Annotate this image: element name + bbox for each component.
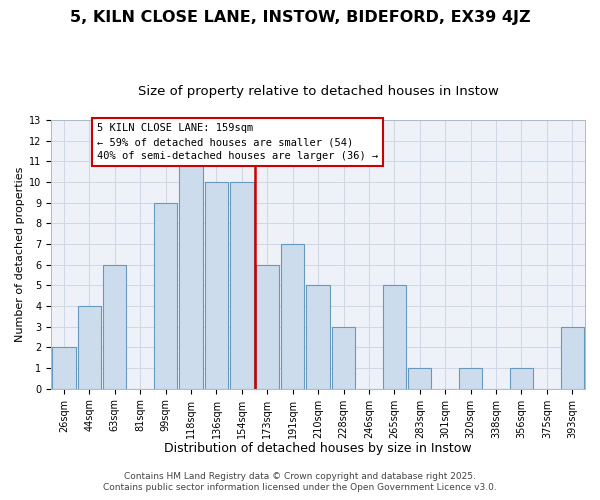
Bar (332, 326, 355, 388)
Bar (77, 306, 101, 388)
Bar (154, 202, 178, 388)
Bar (510, 368, 533, 388)
Y-axis label: Number of detached properties: Number of detached properties (15, 166, 25, 342)
Bar (179, 162, 203, 388)
Bar (459, 368, 482, 388)
Text: Contains HM Land Registry data © Crown copyright and database right 2025.
Contai: Contains HM Land Registry data © Crown c… (103, 472, 497, 492)
Text: 5 KILN CLOSE LANE: 159sqm
← 59% of detached houses are smaller (54)
40% of semi-: 5 KILN CLOSE LANE: 159sqm ← 59% of detac… (97, 123, 378, 161)
Bar (383, 286, 406, 389)
Title: Size of property relative to detached houses in Instow: Size of property relative to detached ho… (137, 85, 499, 98)
Bar (230, 182, 254, 388)
Bar (205, 182, 228, 388)
Bar (52, 348, 76, 389)
Bar (256, 264, 279, 388)
Text: 5, KILN CLOSE LANE, INSTOW, BIDEFORD, EX39 4JZ: 5, KILN CLOSE LANE, INSTOW, BIDEFORD, EX… (70, 10, 530, 25)
Bar (307, 286, 330, 389)
Bar (103, 264, 127, 388)
Bar (560, 326, 584, 388)
X-axis label: Distribution of detached houses by size in Instow: Distribution of detached houses by size … (164, 442, 472, 455)
Bar (408, 368, 431, 388)
Bar (281, 244, 304, 388)
